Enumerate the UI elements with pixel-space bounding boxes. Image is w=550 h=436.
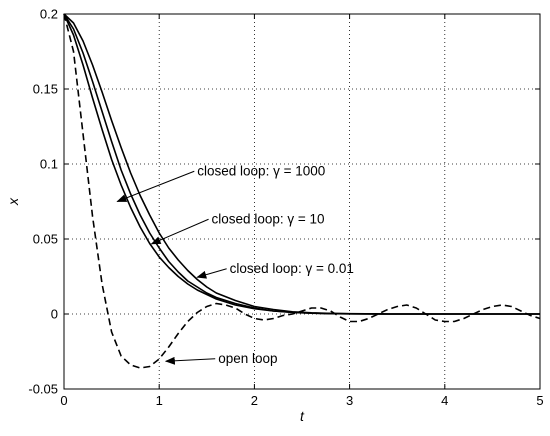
x-tick-label: 1	[156, 393, 163, 408]
x-tick-label: 3	[346, 393, 353, 408]
series-lines	[63, 13, 541, 369]
annotation-arrow	[196, 268, 227, 279]
x-tick-label: 0	[60, 393, 67, 408]
y-tick-label: 0	[51, 307, 58, 322]
x-tick-label: 5	[536, 393, 543, 408]
series-line-closed-loop-3	[63, 13, 540, 315]
annotation-label: closed loop: γ = 1000	[197, 163, 325, 178]
y-tick-label: 0.15	[33, 82, 58, 97]
plot-frame	[63, 13, 541, 390]
x-tick-label: 4	[441, 393, 448, 408]
annotation-label: closed loop: γ = 10	[212, 211, 325, 226]
annotation-arrow	[116, 170, 195, 202]
annotation-label: closed loop: γ = 0.01	[230, 261, 354, 276]
annotation-arrow	[164, 356, 216, 365]
y-tick-label: -0.05	[28, 382, 58, 397]
y-tick-label: 0.1	[40, 157, 58, 172]
y-tick-label: 0.05	[33, 232, 58, 247]
annotation-arrow	[150, 218, 209, 245]
x-tick-label: 2	[251, 393, 258, 408]
grid	[64, 14, 540, 389]
y-tick-label: 0.2	[40, 7, 58, 22]
y-axis-label: x	[5, 197, 21, 206]
annotations: closed loop: γ = 1000 closed loop: γ = 10…	[116, 163, 354, 366]
x-axis-label: t	[300, 408, 305, 424]
series-line-open-loop	[63, 13, 541, 369]
annotation-label: open loop	[218, 351, 277, 366]
